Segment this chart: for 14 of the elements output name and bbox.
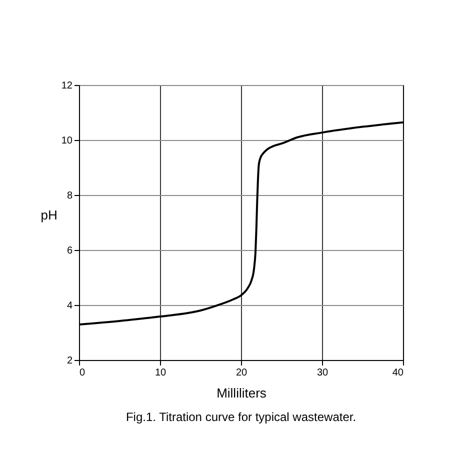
y-tick-label: 2: [66, 356, 73, 366]
x-tick-label: 10: [154, 368, 166, 378]
x-axis-title: Milliliters: [216, 386, 267, 400]
y-axis-title: pH: [40, 208, 58, 222]
y-tick-label: 12: [61, 80, 73, 92]
x-tick-label: 30: [316, 368, 328, 378]
caption: Fig.1. Titration curve for typical wastewater.: [126, 410, 356, 424]
y-tick-label: 10: [61, 136, 73, 146]
y-tick-label: 8: [66, 190, 73, 202]
x-tick-label: 20: [236, 368, 248, 378]
y-tick-label: 4: [66, 300, 73, 312]
y-tick-label: 6: [66, 246, 73, 256]
x-tick-label: 40: [392, 368, 404, 378]
x-tick-label: 0: [80, 368, 86, 378]
